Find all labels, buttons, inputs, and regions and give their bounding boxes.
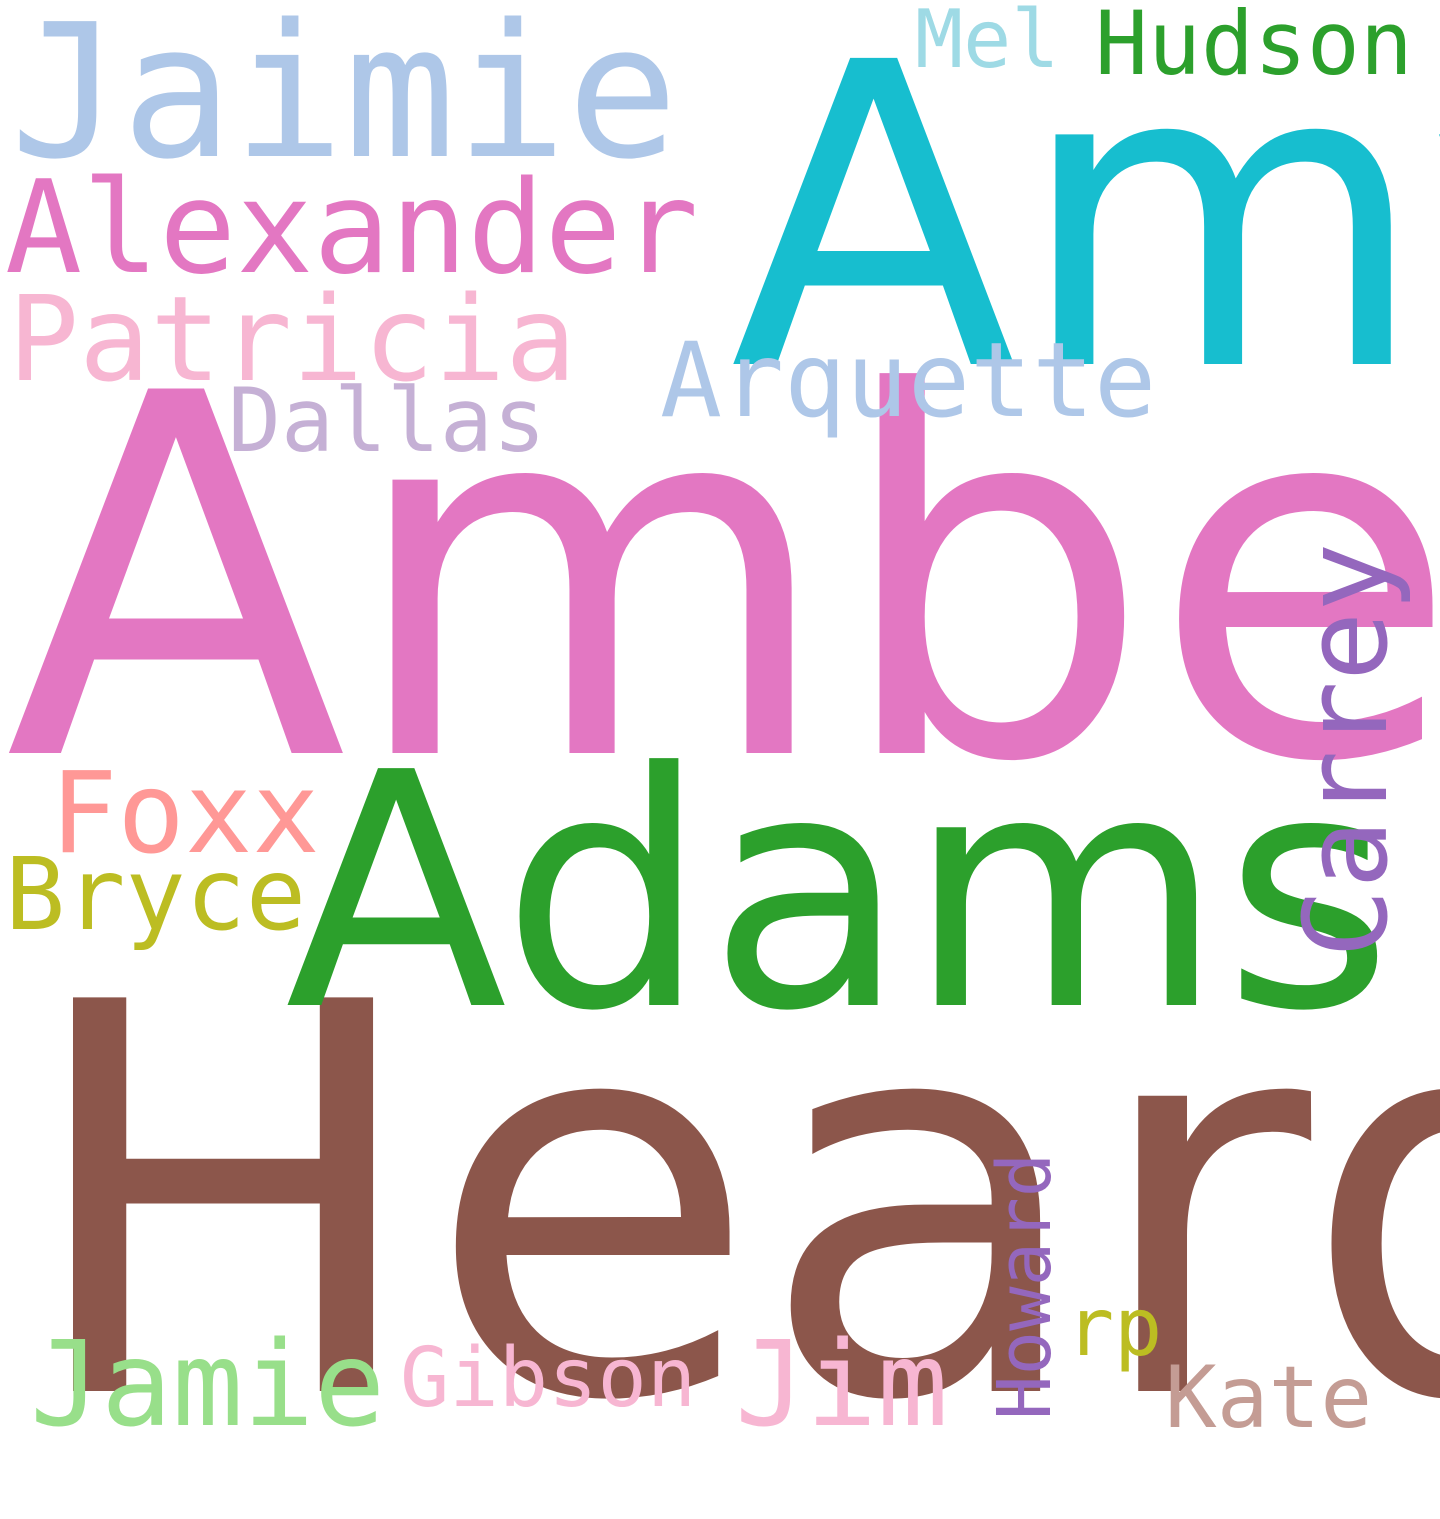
word-adams: Adams [285, 703, 1393, 1082]
word-jamie: Jamie [30, 1315, 386, 1453]
word-foxx: Foxx [50, 749, 320, 879]
word-amber: Amber [5, 289, 1440, 871]
word-alexander: Alexander [5, 154, 699, 303]
word-kate: Kate [1165, 1348, 1373, 1448]
word-patricia: Patricia [8, 270, 577, 408]
word-mel: Mel [915, 0, 1060, 86]
word-dallas: Dallas [228, 369, 546, 472]
word-rp: rp [1066, 1281, 1163, 1374]
word-heard: Heard [20, 891, 1440, 1519]
word-amy: Amy [730, 0, 1440, 464]
word-jim: Jim [735, 1315, 949, 1453]
word-bryce: Bryce [5, 836, 307, 953]
word-howard: Howard [982, 1152, 1068, 1420]
word-carrey: Carrey [1280, 542, 1414, 958]
word-gibson: Gibson [400, 1331, 697, 1426]
word-hudson: Hudson [1095, 0, 1413, 95]
word-arquette: Arquette [660, 321, 1157, 441]
word-jaimie: Jaimie [10, 0, 679, 200]
